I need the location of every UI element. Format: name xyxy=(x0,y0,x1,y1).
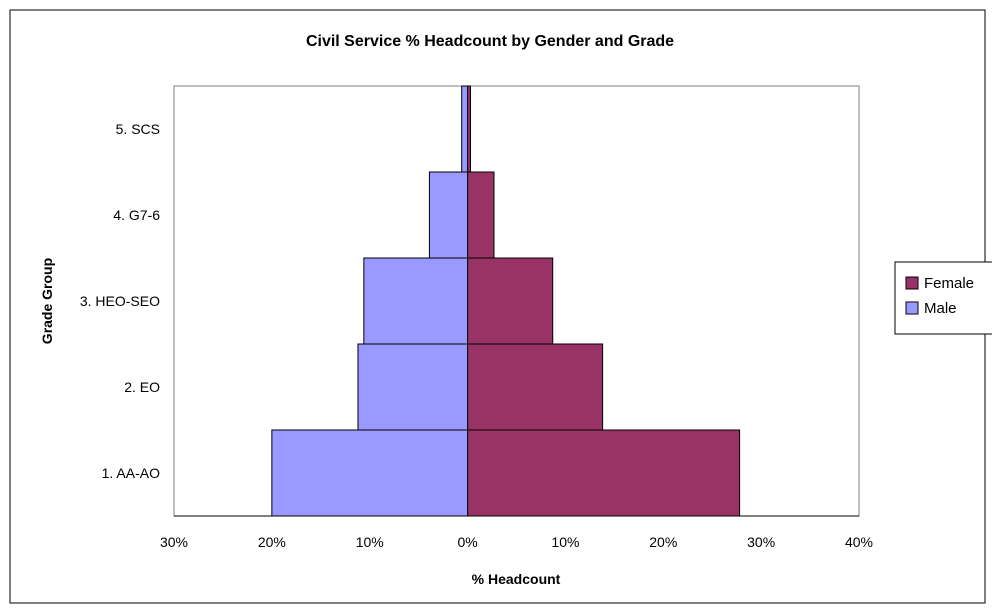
legend: Female Male xyxy=(894,261,992,335)
bar-female-1 xyxy=(467,429,741,517)
x-tick-label: 0% xyxy=(457,534,477,550)
chart-title: Civil Service % Headcount by Gender and … xyxy=(306,33,674,50)
x-tick-label: 30% xyxy=(747,534,775,550)
bar-male-2 xyxy=(357,343,469,431)
legend-box xyxy=(894,261,992,335)
bar-male-1 xyxy=(271,429,469,517)
bar-female-4 xyxy=(467,171,495,259)
x-tick-label: 20% xyxy=(258,534,286,550)
y-tick-label: 1. AA-AO xyxy=(102,465,160,481)
bar-male-3 xyxy=(363,257,469,345)
legend-swatch-male xyxy=(905,301,919,315)
x-tick-labels: 30% 20% 10% 0% 10% 20% 30% 40% xyxy=(160,534,873,550)
y-tick-label: 4. G7-6 xyxy=(113,207,160,223)
legend-swatch-female xyxy=(905,276,919,290)
x-tick-label: 10% xyxy=(356,534,384,550)
y-tick-label: 5. SCS xyxy=(116,121,160,137)
x-tick-label: 10% xyxy=(551,534,579,550)
bar-male-4 xyxy=(428,171,469,259)
bar-male-5 xyxy=(461,85,469,173)
bar-female-2 xyxy=(467,343,604,431)
x-tick-label: 30% xyxy=(160,534,188,550)
y-tick-labels: 1. AA-AO 2. EO 3. HEO-SEO 4. G7-6 5. SCS xyxy=(80,121,160,481)
y-axis-title: Grade Group xyxy=(39,258,55,344)
x-tick-label: 20% xyxy=(649,534,677,550)
bar-female-3 xyxy=(467,257,554,345)
y-tick-label: 2. EO xyxy=(124,379,160,395)
bars-layer xyxy=(271,85,741,517)
legend-label-female: Female xyxy=(924,275,974,292)
legend-label-male: Male xyxy=(924,300,957,317)
x-axis-title: % Headcount xyxy=(472,571,561,587)
x-tick-label: 40% xyxy=(845,534,873,550)
y-tick-label: 3. HEO-SEO xyxy=(80,293,160,309)
